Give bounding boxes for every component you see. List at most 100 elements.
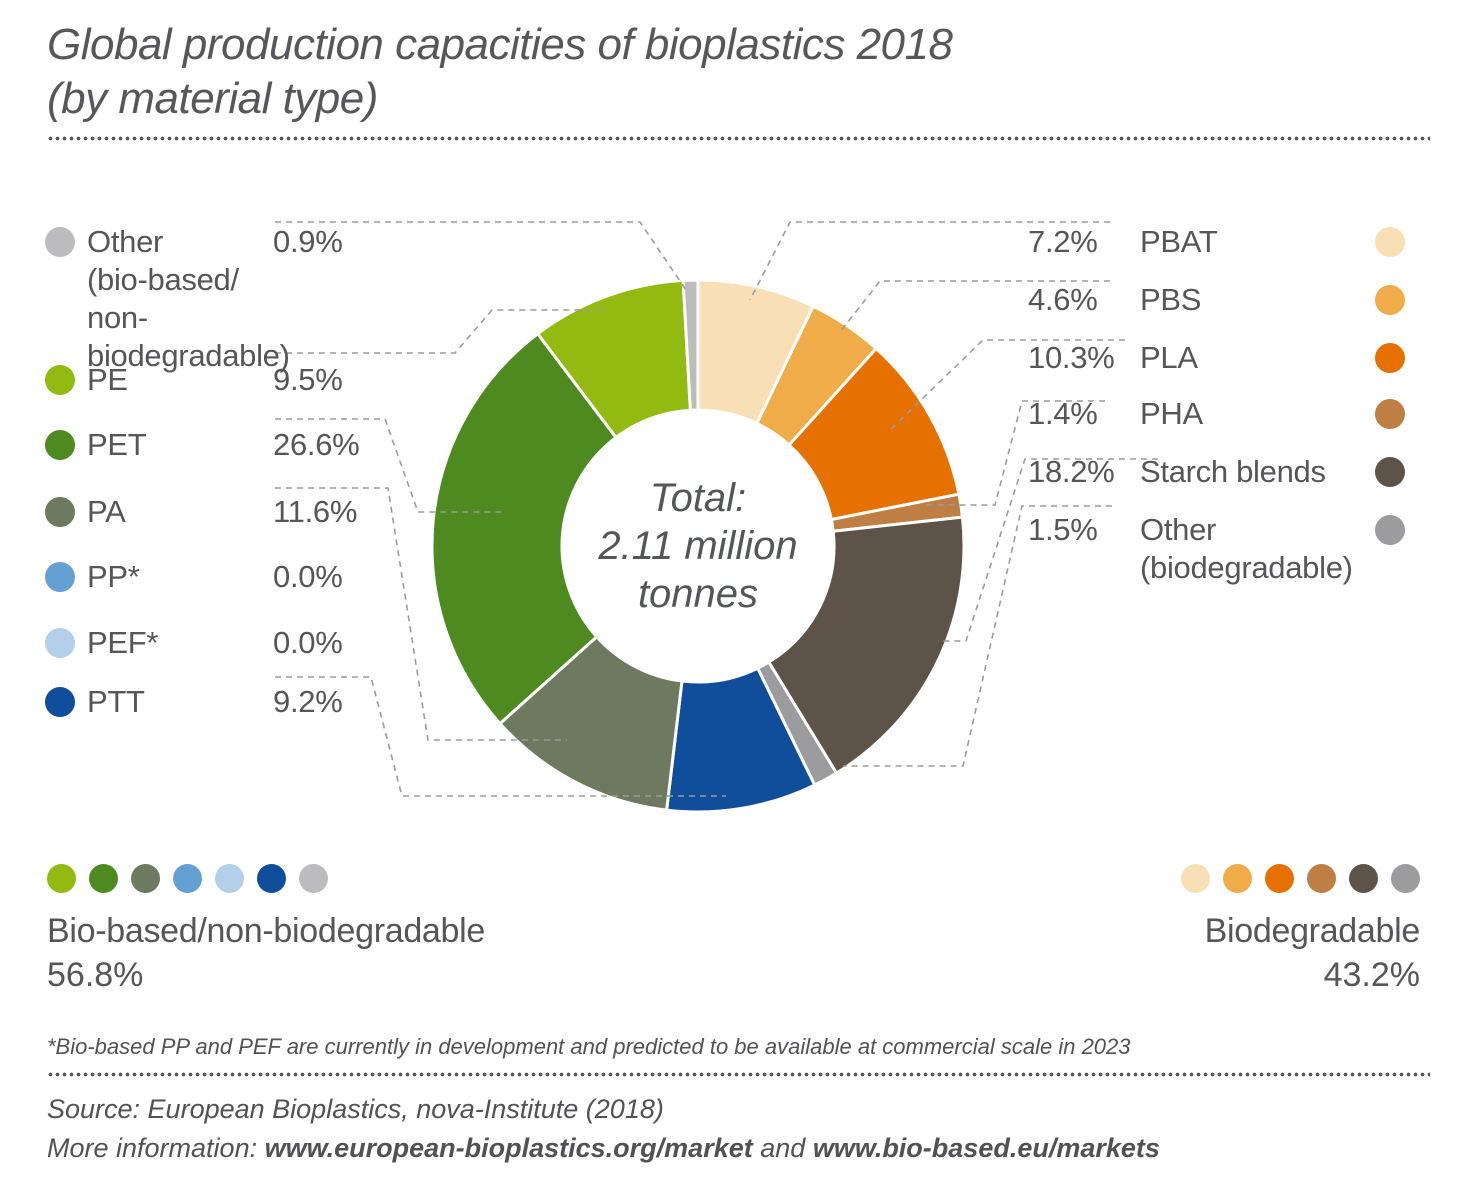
legend-label-text: PTT: [87, 684, 145, 719]
slice-ptt: [664, 666, 817, 814]
legend-percentage: 9.2%: [273, 684, 343, 719]
legend-label-text: Other: [87, 224, 164, 259]
legend-percentage: 0.9%: [273, 224, 343, 259]
group-color-dot: [47, 864, 76, 893]
legend-label: PLA: [1140, 339, 1375, 377]
legend-color-dot-pe: [45, 365, 75, 395]
legend-item-pbat: 7.2% PBAT: [1028, 223, 1405, 261]
legend-color-dot-ptt: [45, 687, 75, 717]
legend-label-text: PE: [87, 362, 128, 397]
legend-color-dot-pbs: [1375, 285, 1405, 315]
legend-label: PTT: [87, 683, 273, 721]
legend-item-ptt: PTT 9.2%: [45, 683, 343, 721]
source-block: Source: European Bioplastics, nova-Insti…: [47, 1090, 1160, 1168]
legend-label-text: PEF*: [87, 625, 159, 660]
link-european-bioplastics-market[interactable]: www.european-bioplastics.org/market: [264, 1133, 753, 1163]
biodegradable-group-label: Biodegradable: [1204, 912, 1421, 950]
legend-percentage: 0.0%: [273, 625, 343, 660]
title-line-2: (by material type): [47, 74, 378, 123]
legend-percentage: 0.0%: [273, 559, 343, 594]
legend-label-text: PET: [87, 427, 147, 462]
more-info-prefix: More information:: [47, 1133, 258, 1163]
legend-percentage: 18.2%: [1028, 454, 1115, 489]
legend-percentage: 4.6%: [1028, 282, 1098, 317]
footer-separator-dotted-rule: [47, 1072, 1430, 1077]
legend-item-pef: PEF* 0.0%: [45, 624, 343, 662]
legend-item-pe: PE 9.5%: [45, 361, 343, 399]
biodegradable-group-percentage: 43.2%: [1323, 956, 1420, 994]
legend-label-text: PBAT: [1140, 224, 1218, 259]
group-color-dot: [1391, 864, 1420, 893]
group-color-dot: [1181, 864, 1210, 893]
source-line: Source: European Bioplastics, nova-Insti…: [47, 1094, 664, 1124]
group-color-dot: [1265, 864, 1294, 893]
slice-pa: [497, 634, 684, 812]
group-color-dot: [257, 864, 286, 893]
link-bio-based-eu-markets[interactable]: www.bio-based.eu/markets: [812, 1133, 1160, 1163]
legend-color-dot-pef: [45, 628, 75, 658]
slice-pbat: [696, 278, 816, 426]
group-color-dot: [89, 864, 118, 893]
legend-color-dot-pha: [1375, 399, 1405, 429]
legend-color-dot-pla: [1375, 343, 1405, 373]
bio-based-group-label: Bio-based/non-biodegradable: [47, 912, 486, 950]
legend-color-dot-other: [45, 227, 75, 257]
leader-line: [275, 676, 726, 797]
legend-percentage: 26.6%: [273, 427, 360, 462]
total-label-line-2: 2.11 million: [598, 524, 798, 568]
legend-color-dot-other: [1375, 515, 1405, 545]
legend-sublabel: (biodegradable): [1140, 550, 1353, 585]
slice-other-bio-based-non-biodegradable: [681, 278, 700, 412]
legend-percentage: 1.4%: [1028, 396, 1098, 431]
legend-label: PEF*: [87, 624, 273, 662]
slice-pla: [786, 346, 961, 522]
group-color-dot: [131, 864, 160, 893]
legend-sublabel: (bio-based/ non-biodegradable): [87, 262, 290, 373]
legend-label-text: PBS: [1140, 282, 1202, 317]
title-separator-dotted-rule: [47, 136, 1430, 141]
group-color-dot: [1307, 864, 1336, 893]
group-color-dot: [215, 864, 244, 893]
more-info-connector: and: [760, 1133, 806, 1163]
legend-percentage: 11.6%: [273, 494, 358, 529]
footnote: *Bio-based PP and PEF are currently in d…: [47, 1034, 1131, 1059]
slice-pha: [829, 492, 965, 533]
legend-label: PP*: [87, 558, 273, 596]
legend-item-pbs: 4.6% PBS: [1028, 281, 1405, 319]
legend-label: PHA: [1140, 395, 1375, 433]
legend-label-text: PP*: [87, 559, 140, 594]
donut-total-label: Total: 2.11 million tonnes: [598, 474, 797, 618]
page-title: Global production capacities of bioplast…: [47, 18, 953, 126]
legend-color-dot-pp: [45, 562, 75, 592]
legend-item-other: Other (bio-based/ non-biodegradable) 0.9%: [45, 223, 343, 375]
slice-pbs: [754, 304, 879, 448]
group-color-dot: [173, 864, 202, 893]
legend-item-starch-blends: 18.2% Starch blends: [1028, 453, 1405, 491]
legend-percentage: 10.3%: [1028, 340, 1115, 375]
slice-starch-blends: [766, 515, 966, 776]
slice-other-biodegradable: [755, 660, 839, 788]
group-summary-bio-based: Bio-based/non-biodegradable 56.8%: [47, 864, 485, 995]
legend-label: PA: [87, 493, 273, 531]
total-label-line-3: tonnes: [637, 572, 759, 616]
biodegradable-color-dots: [1181, 864, 1420, 893]
legend-color-dot-pa: [45, 497, 75, 527]
legend-label: Starch blends: [1140, 453, 1375, 491]
legend-color-dot-starch-blends: [1375, 457, 1405, 487]
legend-label: Other (biodegradable): [1140, 511, 1375, 587]
bio-based-color-dots: [47, 864, 485, 893]
more-info-line: More information: www.european-bioplasti…: [47, 1129, 1160, 1168]
legend-label: Other (bio-based/ non-biodegradable): [87, 223, 290, 375]
legend-percentage: 9.5%: [273, 362, 343, 397]
legend-item-other-biodegradable: 1.5% Other (biodegradable): [1028, 511, 1405, 587]
legend-item-pa: PA 11.6%: [45, 493, 357, 531]
legend-color-dot-pet: [45, 430, 75, 460]
group-color-dot: [1349, 864, 1378, 893]
legend-item-pha: 1.4% PHA: [1028, 395, 1405, 433]
bio-based-group-percentage: 56.8%: [47, 956, 144, 994]
slice-pe: [535, 278, 692, 440]
legend-label: PE: [87, 361, 273, 399]
group-color-dot: [299, 864, 328, 893]
legend-label-text: PLA: [1140, 340, 1198, 375]
legend-item-pla: 10.3% PLA: [1028, 339, 1405, 377]
